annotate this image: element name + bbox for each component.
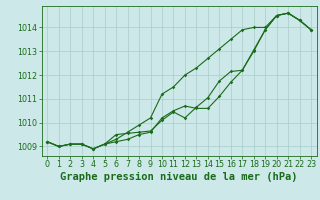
X-axis label: Graphe pression niveau de la mer (hPa): Graphe pression niveau de la mer (hPa)	[60, 172, 298, 182]
